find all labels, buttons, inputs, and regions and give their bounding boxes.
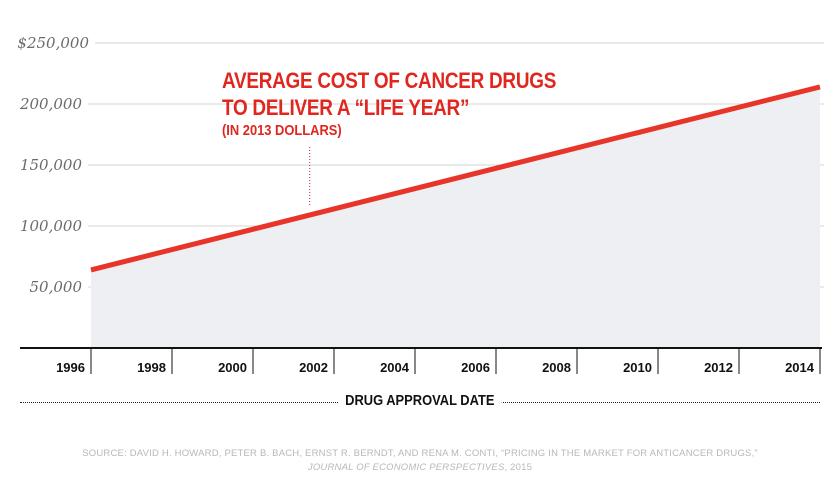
source-journal: JOURNAL OF ECONOMIC PERSPECTIVES (307, 462, 505, 473)
chart-title: AVERAGE COST OF CANCER DRUGS TO DELIVER … (222, 67, 556, 121)
y-tick-label: 200,000 (19, 95, 82, 113)
x-axis-title-box: DRUG APPROVAL DATE (20, 392, 820, 410)
area-region (91, 86, 820, 349)
x-axis-title-wrap: DRUG APPROVAL DATE (20, 392, 820, 416)
x-tick-label: 1998 (137, 360, 166, 375)
source-note: SOURCE: DAVID H. HOWARD, PETER B. BACH, … (0, 447, 840, 475)
chart-title-line-2: TO DELIVER A “LIFE YEAR” (222, 95, 470, 120)
x-tick-label: 2002 (299, 360, 328, 375)
x-tick-label: 2008 (542, 360, 571, 375)
source-year: , 2015 (504, 462, 533, 473)
series-line (90, 84, 821, 273)
x-tick-label: 2012 (704, 360, 733, 375)
x-axis-title: DRUG APPROVAL DATE (338, 392, 502, 409)
area-fill (91, 86, 820, 349)
x-tick-label: 2014 (785, 360, 815, 375)
y-tick-label: $250,000 (17, 34, 89, 52)
source-line-1: SOURCE: DAVID H. HOWARD, PETER B. BACH, … (82, 448, 758, 459)
y-tick-label: 100,000 (20, 217, 82, 235)
chart-title-line-1: AVERAGE COST OF CANCER DRUGS (222, 68, 557, 93)
data-line (90, 84, 821, 273)
y-tick-label: 50,000 (30, 278, 83, 296)
x-tick-label: 2010 (623, 360, 652, 375)
x-tick-label: 2006 (461, 360, 490, 375)
y-tick-labels: 50,000 100,000 150,000 200,000 $250,000 (17, 34, 89, 296)
x-tick-label: 2000 (218, 360, 247, 375)
x-axis: 1996 1998 2000 2002 2004 2006 2008 2010 2012 2014 (20, 347, 822, 375)
x-tick-label: 1996 (56, 360, 85, 375)
source-line-2: JOURNAL OF ECONOMIC PERSPECTIVES, 2015 (0, 461, 840, 475)
chart-subtitle: (IN 2013 DOLLARS) (222, 122, 342, 139)
x-tick-label: 2004 (380, 360, 410, 375)
y-tick-label: 150,000 (20, 156, 82, 174)
